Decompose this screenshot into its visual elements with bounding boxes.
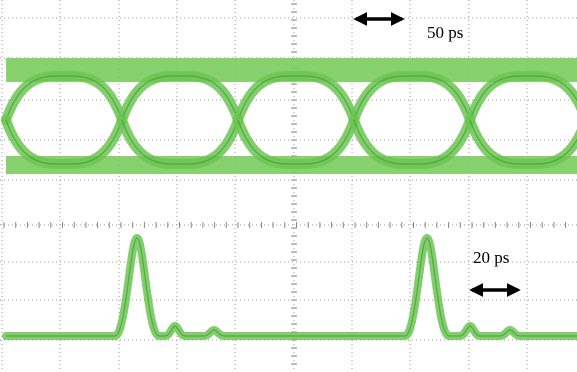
eye-trace <box>238 76 354 120</box>
scale-label: 20 ps <box>473 248 509 267</box>
eye-trace <box>6 76 122 120</box>
oscilloscope-figure: 50 ps 20 ps <box>0 0 577 372</box>
eye-trace <box>354 76 470 120</box>
scale-label: 50 ps <box>427 23 463 42</box>
eye-trace <box>122 76 238 120</box>
grid <box>0 0 577 372</box>
